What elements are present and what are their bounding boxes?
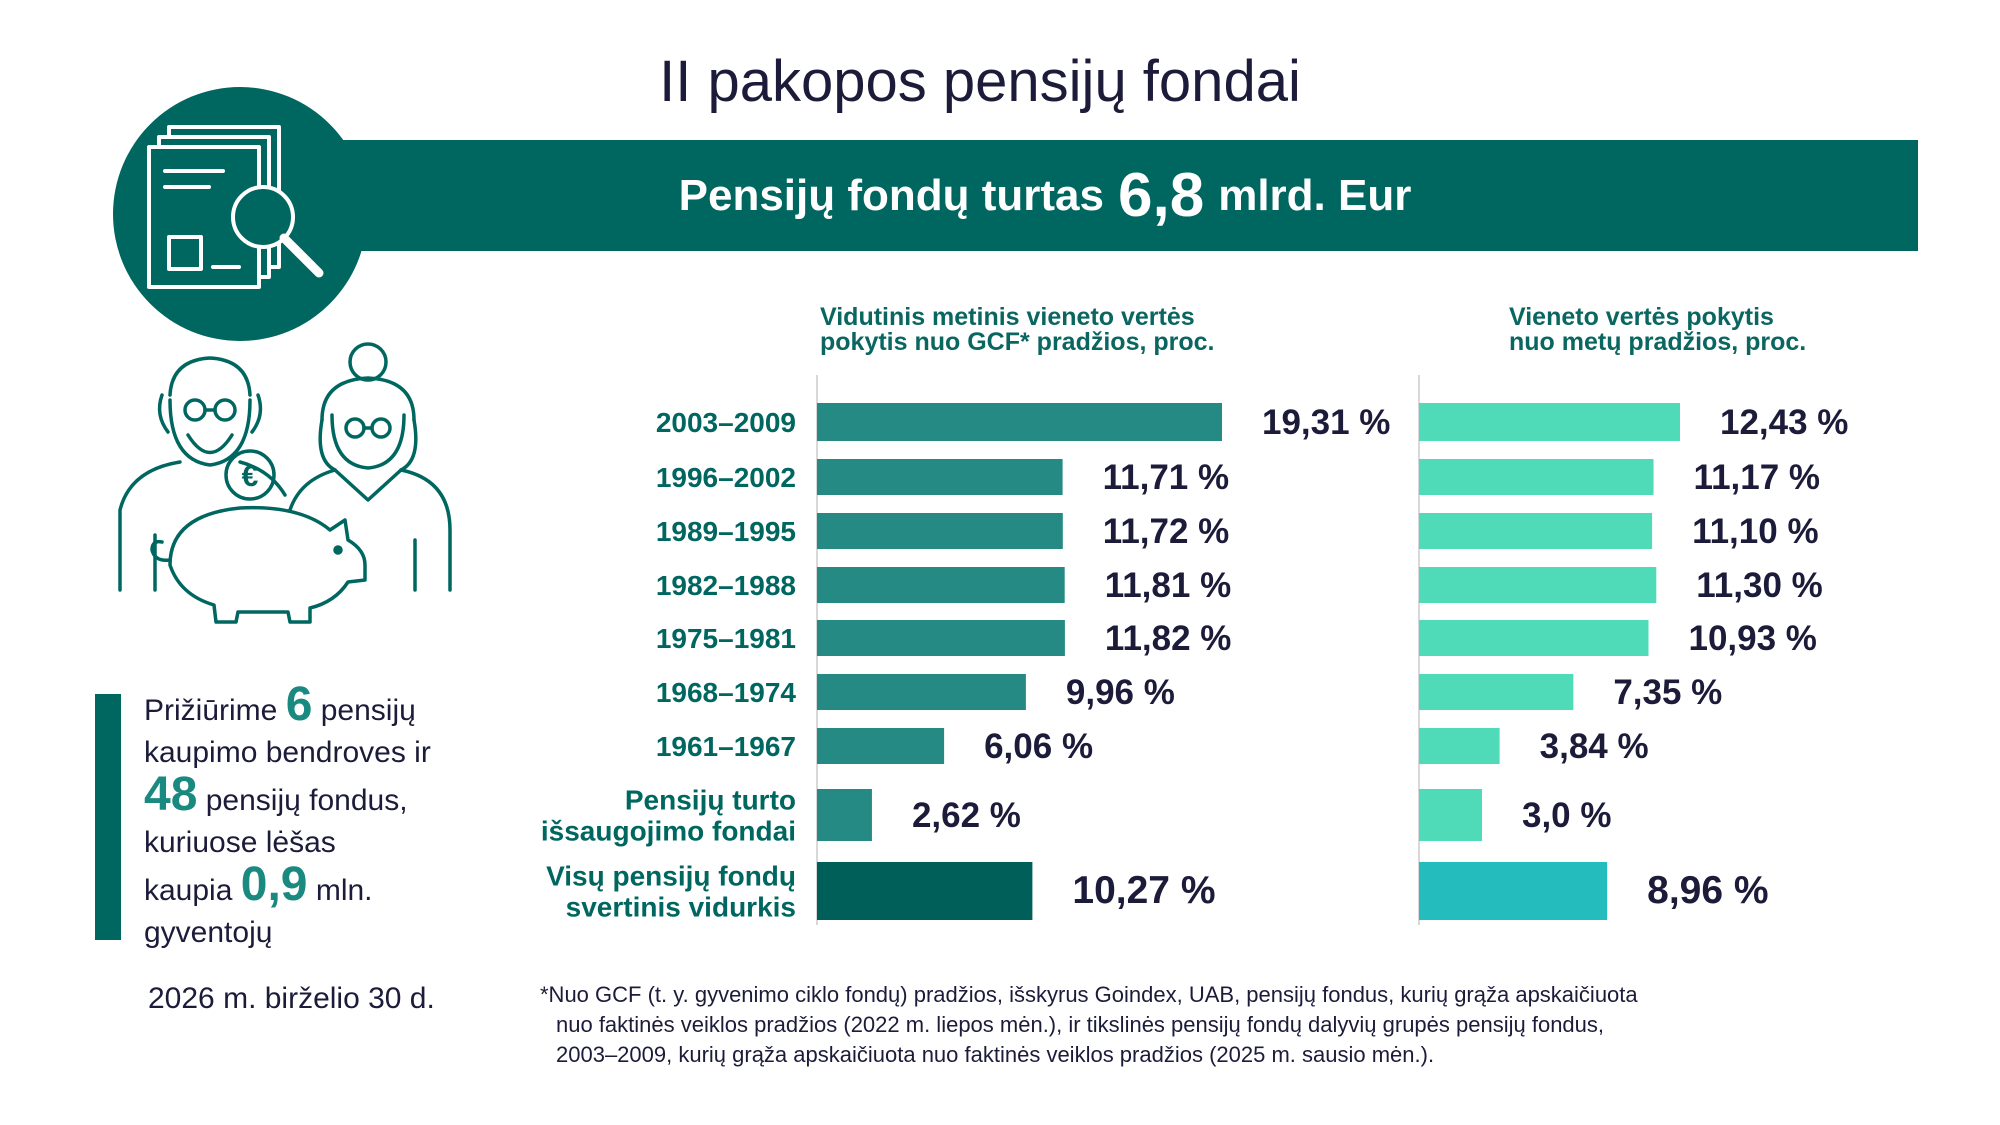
left-value-label: 19,31 % [1262, 403, 1390, 442]
category-label: Visų pensijų fondų [546, 861, 796, 892]
stat-num-residents: 0,9 [240, 858, 308, 911]
right-bar [1419, 789, 1482, 841]
left-chart-title-line-1: Vidutinis metinis vieneto vertės [820, 303, 1195, 331]
category-label: 1968–1974 [656, 677, 797, 708]
stat-line3b: pensijų fondus, [205, 784, 408, 817]
category-label: 2003–2009 [656, 407, 796, 438]
stat-num-companies: 6 [285, 678, 313, 731]
left-chart-title-line-2: pokytis nuo GCF* pradžios, proc. [820, 328, 1215, 356]
right-value-label: 7,35 % [1613, 673, 1722, 712]
right-bar [1419, 567, 1657, 603]
right-bar [1419, 459, 1654, 495]
left-value-label: 6,06 % [984, 727, 1093, 766]
category-label: 1975–1981 [656, 623, 796, 654]
left-value-label: 11,72 % [1103, 512, 1230, 551]
left-bar [817, 513, 1063, 549]
category-label: 1961–1967 [656, 731, 796, 762]
stat-line1: Prižiūrime [144, 694, 278, 727]
banner-prefix: Pensijų fondų turtas [678, 170, 1104, 220]
right-chart-title-line-2: nuo metų pradžios, proc. [1509, 328, 1807, 356]
page-title: II pakopos pensijų fondai [659, 49, 1301, 114]
left-chart-title: Vidutinis metinis vieneto vertės pokytis… [820, 305, 1214, 355]
right-bar [1419, 674, 1574, 710]
category-label: svertinis vidurkis [566, 892, 796, 923]
footnote: *Nuo GCF (t. y. gyvenimo ciklo fondų) pr… [540, 980, 1940, 1070]
stat-line4: kuriuose lėšas [144, 826, 336, 859]
stat-accent-bar [95, 694, 121, 940]
left-bar [817, 728, 945, 764]
left-value-label: 11,81 % [1105, 566, 1232, 605]
left-bar [817, 459, 1063, 495]
report-date: 2026 m. birželio 30 d. [148, 982, 435, 1015]
left-value-label: 10,27 % [1072, 869, 1215, 912]
document-search-icon [113, 87, 367, 341]
right-chart-title: Vieneto vertės pokytis nuo metų pradžios… [1509, 305, 1806, 355]
right-bar [1419, 513, 1653, 549]
right-value-label: 10,93 % [1689, 619, 1817, 658]
stat-line2: kaupimo bendroves ir [144, 736, 431, 769]
right-chart-title-line-1: Vieneto vertės pokytis [1509, 303, 1774, 331]
euro-symbol: € [242, 460, 259, 493]
right-bar [1419, 403, 1680, 441]
right-value-label: 3,84 % [1540, 727, 1649, 766]
left-bar [817, 789, 872, 841]
category-label: 1996–2002 [656, 462, 796, 493]
footnote-line-3: 2003–2009, kurių grąža apskaičiuota nuo … [556, 1042, 1435, 1067]
assets-banner-text: Pensijų fondų turtas 6,8 mlrd. Eur [370, 140, 1720, 251]
left-bar [817, 620, 1065, 656]
left-bar [817, 674, 1026, 710]
banner-suffix: mlrd. Eur [1218, 170, 1412, 220]
stat-line1b: pensijų [320, 694, 416, 727]
category-label: Pensijų turto [625, 785, 796, 816]
left-value-label: 11,82 % [1105, 619, 1232, 658]
right-bar [1419, 728, 1500, 764]
stat-line6: gyventojų [144, 916, 273, 949]
stat-num-funds: 48 [144, 768, 198, 821]
right-value-label: 11,30 % [1696, 566, 1823, 605]
left-value-label: 9,96 % [1066, 673, 1175, 712]
banner-value: 6,8 [1118, 161, 1205, 230]
left-bar [817, 862, 1033, 920]
category-label: išsaugojimo fondai [541, 816, 796, 847]
left-value-label: 11,71 % [1103, 458, 1230, 497]
bar-chart: 2003–2009 19,31 % 12,43 % 1996–2002 11,71 % 1… [541, 375, 1848, 925]
right-value-label: 8,96 % [1647, 869, 1768, 912]
right-value-label: 11,17 % [1694, 458, 1821, 497]
right-value-label: 11,10 % [1692, 512, 1819, 551]
stat-line5b: mln. [315, 874, 373, 907]
left-bar [817, 403, 1222, 441]
stat-line5: kaupia [144, 874, 233, 907]
footnote-line-2: nuo faktinės veiklos pradžios (2022 m. l… [556, 1012, 1605, 1037]
footnote-line-1: *Nuo GCF (t. y. gyvenimo ciklo fondų) pr… [540, 982, 1638, 1007]
left-value-label: 2,62 % [912, 796, 1021, 835]
assets-banner [240, 140, 1918, 251]
category-label: 1989–1995 [656, 516, 796, 547]
left-bar [817, 567, 1065, 603]
right-value-label: 12,43 % [1720, 403, 1848, 442]
pensioners-piggy-bank-icon: € [118, 342, 452, 624]
right-value-label: 3,0 % [1522, 796, 1612, 835]
category-label: 1982–1988 [656, 570, 796, 601]
right-bar [1419, 620, 1649, 656]
right-bar [1419, 862, 1608, 920]
stat-text: Prižiūrime 6 pensijų kaupimo bendroves i… [144, 681, 504, 954]
